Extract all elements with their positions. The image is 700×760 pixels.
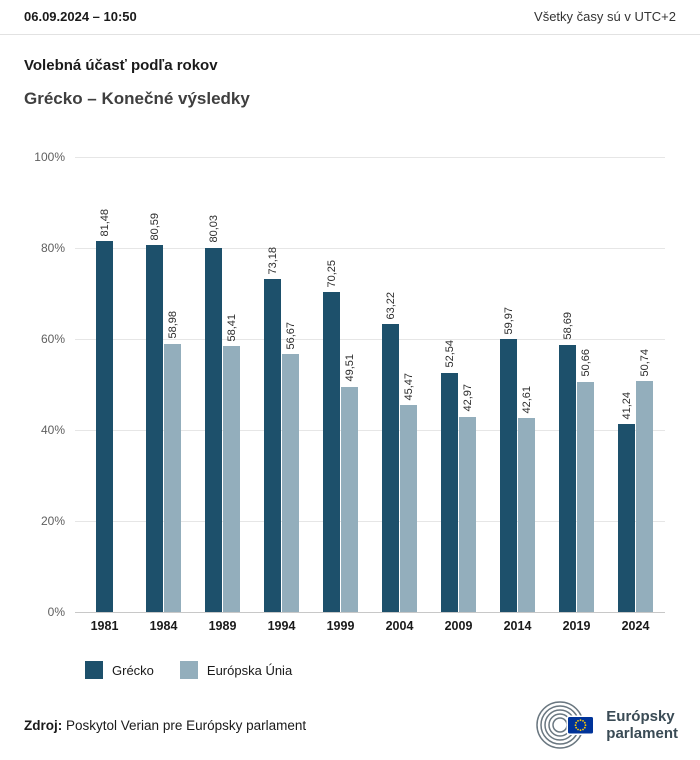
bar-value-label: 58,69 [561, 312, 574, 340]
x-axis-label-2009: 2009 [444, 619, 473, 633]
bar-grecko-1999[interactable]: 70,25 [323, 260, 340, 612]
bar-grecko-2009[interactable]: 52,54 [441, 340, 458, 612]
ep-logo-text: Európsky parlament [606, 708, 678, 742]
bar-grecko-2014[interactable]: 59,97 [500, 307, 517, 612]
source-note: Zdroj: Poskytol Verian pre Európsky parl… [24, 718, 306, 733]
x-axis-label-1999: 1999 [326, 619, 355, 633]
bar-value-label: 80,59 [148, 212, 161, 241]
header-timezone-note: Všetky časy sú v UTC+2 [534, 9, 676, 24]
legend-item-grecko: Grécko [85, 661, 154, 679]
y-tick-label-100: 100% [34, 150, 65, 164]
chart-legend: Grécko Európska Únia [85, 661, 676, 679]
legend-label-eu: Európska Únia [206, 662, 293, 678]
legend-swatch-eu [179, 661, 198, 679]
bar-value-label: 41,24 [620, 391, 633, 420]
bar-value-label: 42,97 [461, 383, 474, 412]
x-axis-label-2024: 2024 [621, 619, 650, 633]
gridline-0 [75, 612, 665, 613]
gridline-40 [75, 430, 665, 431]
bar-value-label: 58,98 [166, 311, 179, 339]
bar-grecko-1989[interactable]: 80,03 [205, 215, 222, 612]
bar-grecko-1994[interactable]: 73,18 [264, 247, 281, 612]
bar-value-label: 50,66 [579, 348, 592, 377]
bar-eu-2014[interactable]: 42,61 [518, 386, 535, 612]
bar-eu-2009[interactable]: 42,97 [459, 384, 476, 612]
x-axis-label-1984: 1984 [149, 619, 178, 633]
source-label: Zdroj: [24, 717, 63, 733]
ep-logo-line1: Európsky [606, 708, 675, 725]
source-text: Poskytol Verian pre Európsky parlament [66, 717, 307, 733]
bar-value-label: 73,18 [266, 246, 279, 275]
bar-grecko-2024[interactable]: 41,24 [618, 392, 635, 612]
x-axis-labels: 1981 1984 1989 1994 1999 2004 2009 2014 2019 2024 [75, 619, 665, 633]
bar-value-label: 42,61 [520, 385, 533, 414]
legend-swatch-grecko [85, 661, 103, 679]
y-tick-label-0: 0% [47, 605, 65, 619]
bar-chart: 100% 80% 60% 40% 20% 0% 81,48 80,59 58,98 80,03 5… [34, 150, 665, 619]
bar-value-label: 80,03 [207, 215, 220, 243]
bar-value-label: 58,41 [225, 313, 238, 342]
bar-group-1989: 80,03 58,41 [193, 157, 252, 612]
bar-group-2024: 41,24 50,74 [606, 157, 665, 612]
gridline-100 [75, 157, 665, 158]
bar-value-label: 45,47 [402, 372, 415, 401]
bar-value-label: 50,74 [638, 348, 651, 377]
bar-value-label: 49,51 [343, 354, 356, 382]
legend-item-eu: Európska Únia [179, 661, 293, 679]
page-title: Volebná účasť podľa rokov [24, 57, 218, 74]
hemicycle-eu-flag-icon [536, 701, 595, 749]
bar-grecko-1981[interactable]: 81,48 [96, 209, 113, 612]
bar-value-label: 81,48 [98, 208, 111, 237]
bar-eu-1999[interactable]: 49,51 [341, 354, 358, 612]
bar-group-1999: 70,25 49,51 [311, 157, 370, 612]
header-datetime: 06.09.2024 – 10:50 [24, 9, 137, 24]
x-axis-label-2014: 2014 [503, 619, 532, 633]
footer: Zdroj: Poskytol Verian pre Európsky parl… [0, 699, 700, 751]
bar-eu-1994[interactable]: 56,67 [282, 322, 299, 612]
bar-eu-2024[interactable]: 50,74 [636, 349, 653, 612]
bar-eu-2019[interactable]: 50,66 [577, 349, 594, 612]
bar-value-label: 56,67 [284, 321, 297, 350]
bar-group-1994: 73,18 56,67 [252, 157, 311, 612]
gridline-60 [75, 339, 665, 340]
bar-value-label: 52,54 [443, 340, 456, 368]
bar-eu-2004[interactable]: 45,47 [400, 373, 417, 612]
european-parliament-logo: Európsky parlament [533, 699, 678, 751]
plot-area: 81,48 80,59 58,98 80,03 58,41 73,18 56,67 70,25… [75, 157, 665, 612]
bar-grecko-1984[interactable]: 80,59 [146, 213, 163, 612]
bar-eu-1984[interactable]: 58,98 [164, 311, 181, 612]
bar-group-2014: 59,97 42,61 [488, 157, 547, 612]
y-tick-label-80: 80% [40, 241, 65, 255]
bar-grecko-2019[interactable]: 58,69 [559, 312, 576, 612]
gridline-20 [75, 521, 665, 522]
ep-logo-line2: parlament [606, 725, 678, 742]
y-tick-label-40: 40% [40, 423, 65, 437]
page-subtitle: Grécko – Konečné výsledky [24, 89, 250, 108]
gridline-80 [75, 248, 665, 249]
bar-group-2004: 63,22 45,47 [370, 157, 429, 612]
bar-grecko-2004[interactable]: 63,22 [382, 292, 399, 612]
y-tick-label-20: 20% [40, 514, 65, 528]
bar-group-1981: 81,48 [75, 157, 134, 612]
legend-label-grecko: Grécko [112, 662, 154, 678]
bar-eu-1989[interactable]: 58,41 [223, 314, 240, 612]
bar-group-2019: 58,69 50,66 [547, 157, 606, 612]
bar-group-2009: 52,54 42,97 [429, 157, 488, 612]
bar-value-label: 70,25 [325, 259, 338, 288]
header-bar: 06.09.2024 – 10:50 Všetky časy sú v UTC+… [0, 0, 700, 35]
y-tick-label-60: 60% [40, 332, 65, 346]
x-axis-label-1981: 1981 [90, 619, 119, 633]
x-axis-label-2019: 2019 [562, 619, 591, 633]
bar-value-label: 59,97 [502, 306, 515, 335]
bar-value-label: 63,22 [384, 291, 397, 320]
bar-group-1984: 80,59 58,98 [134, 157, 193, 612]
x-axis-label-2004: 2004 [385, 619, 414, 633]
x-axis-label-1989: 1989 [208, 619, 237, 633]
x-axis-label-1994: 1994 [267, 619, 296, 633]
